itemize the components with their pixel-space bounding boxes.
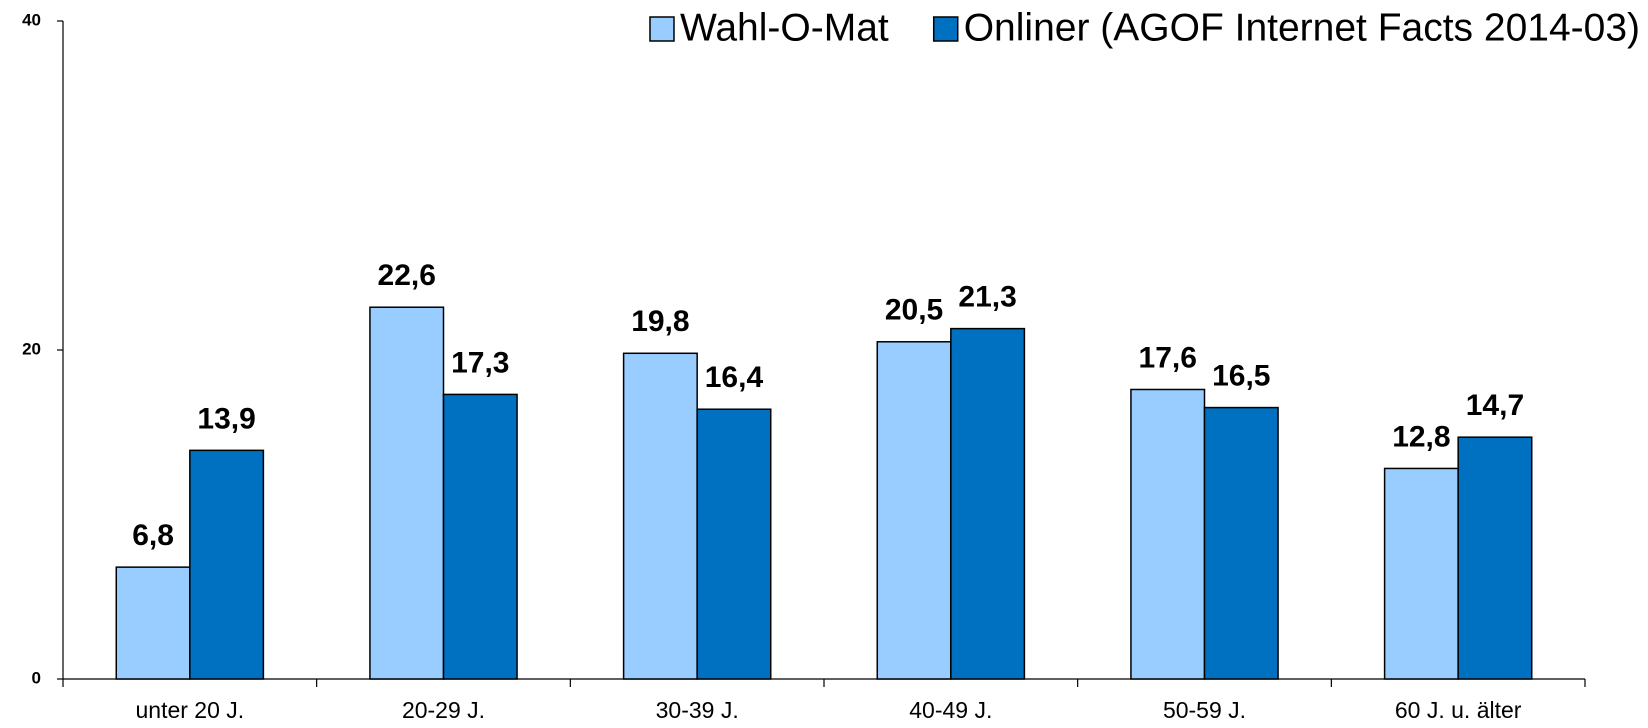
value-label: 14,7 (1466, 389, 1524, 422)
bar (1383, 467, 1459, 680)
y-tick-label: 0 (32, 668, 41, 687)
value-label: 19,8 (631, 305, 689, 338)
bar (115, 566, 191, 680)
x-tick-label: 60 J. u. älter (1395, 697, 1522, 723)
bar (369, 306, 445, 680)
legend-swatch (649, 16, 675, 42)
value-label: 13,9 (197, 402, 255, 435)
bar (622, 352, 698, 680)
value-label: 17,6 (1139, 341, 1197, 374)
value-label: 16,5 (1212, 359, 1270, 392)
bar (950, 327, 1026, 680)
x-tick-label: 30-39 J. (656, 697, 739, 723)
y-tick-label: 40 (22, 10, 41, 29)
bar (189, 449, 265, 680)
x-tick-label: 20-29 J. (402, 697, 485, 723)
legend-swatch (932, 16, 959, 42)
x-tick-label: 50-59 J. (1163, 697, 1246, 723)
bar (1457, 436, 1533, 680)
bar (696, 408, 772, 680)
bar (1130, 388, 1206, 680)
value-label: 21,3 (958, 281, 1016, 314)
value-label: 16,4 (705, 361, 764, 394)
value-label: 6,8 (132, 519, 174, 552)
bar (1203, 406, 1279, 680)
y-tick-label: 20 (22, 339, 41, 358)
value-label: 17,3 (451, 346, 509, 379)
x-tick-label: 40-49 J. (909, 697, 992, 723)
value-label: 12,8 (1392, 420, 1450, 453)
value-label: 22,6 (378, 259, 436, 292)
bar (442, 393, 518, 680)
legend-label: Onliner (AGOF Internet Facts 2014-03) (964, 6, 1640, 49)
bar (876, 341, 952, 680)
x-tick-label: unter 20 J. (135, 697, 244, 723)
value-label: 20,5 (885, 294, 943, 327)
legend-label: Wahl-O-Mat (680, 6, 889, 49)
